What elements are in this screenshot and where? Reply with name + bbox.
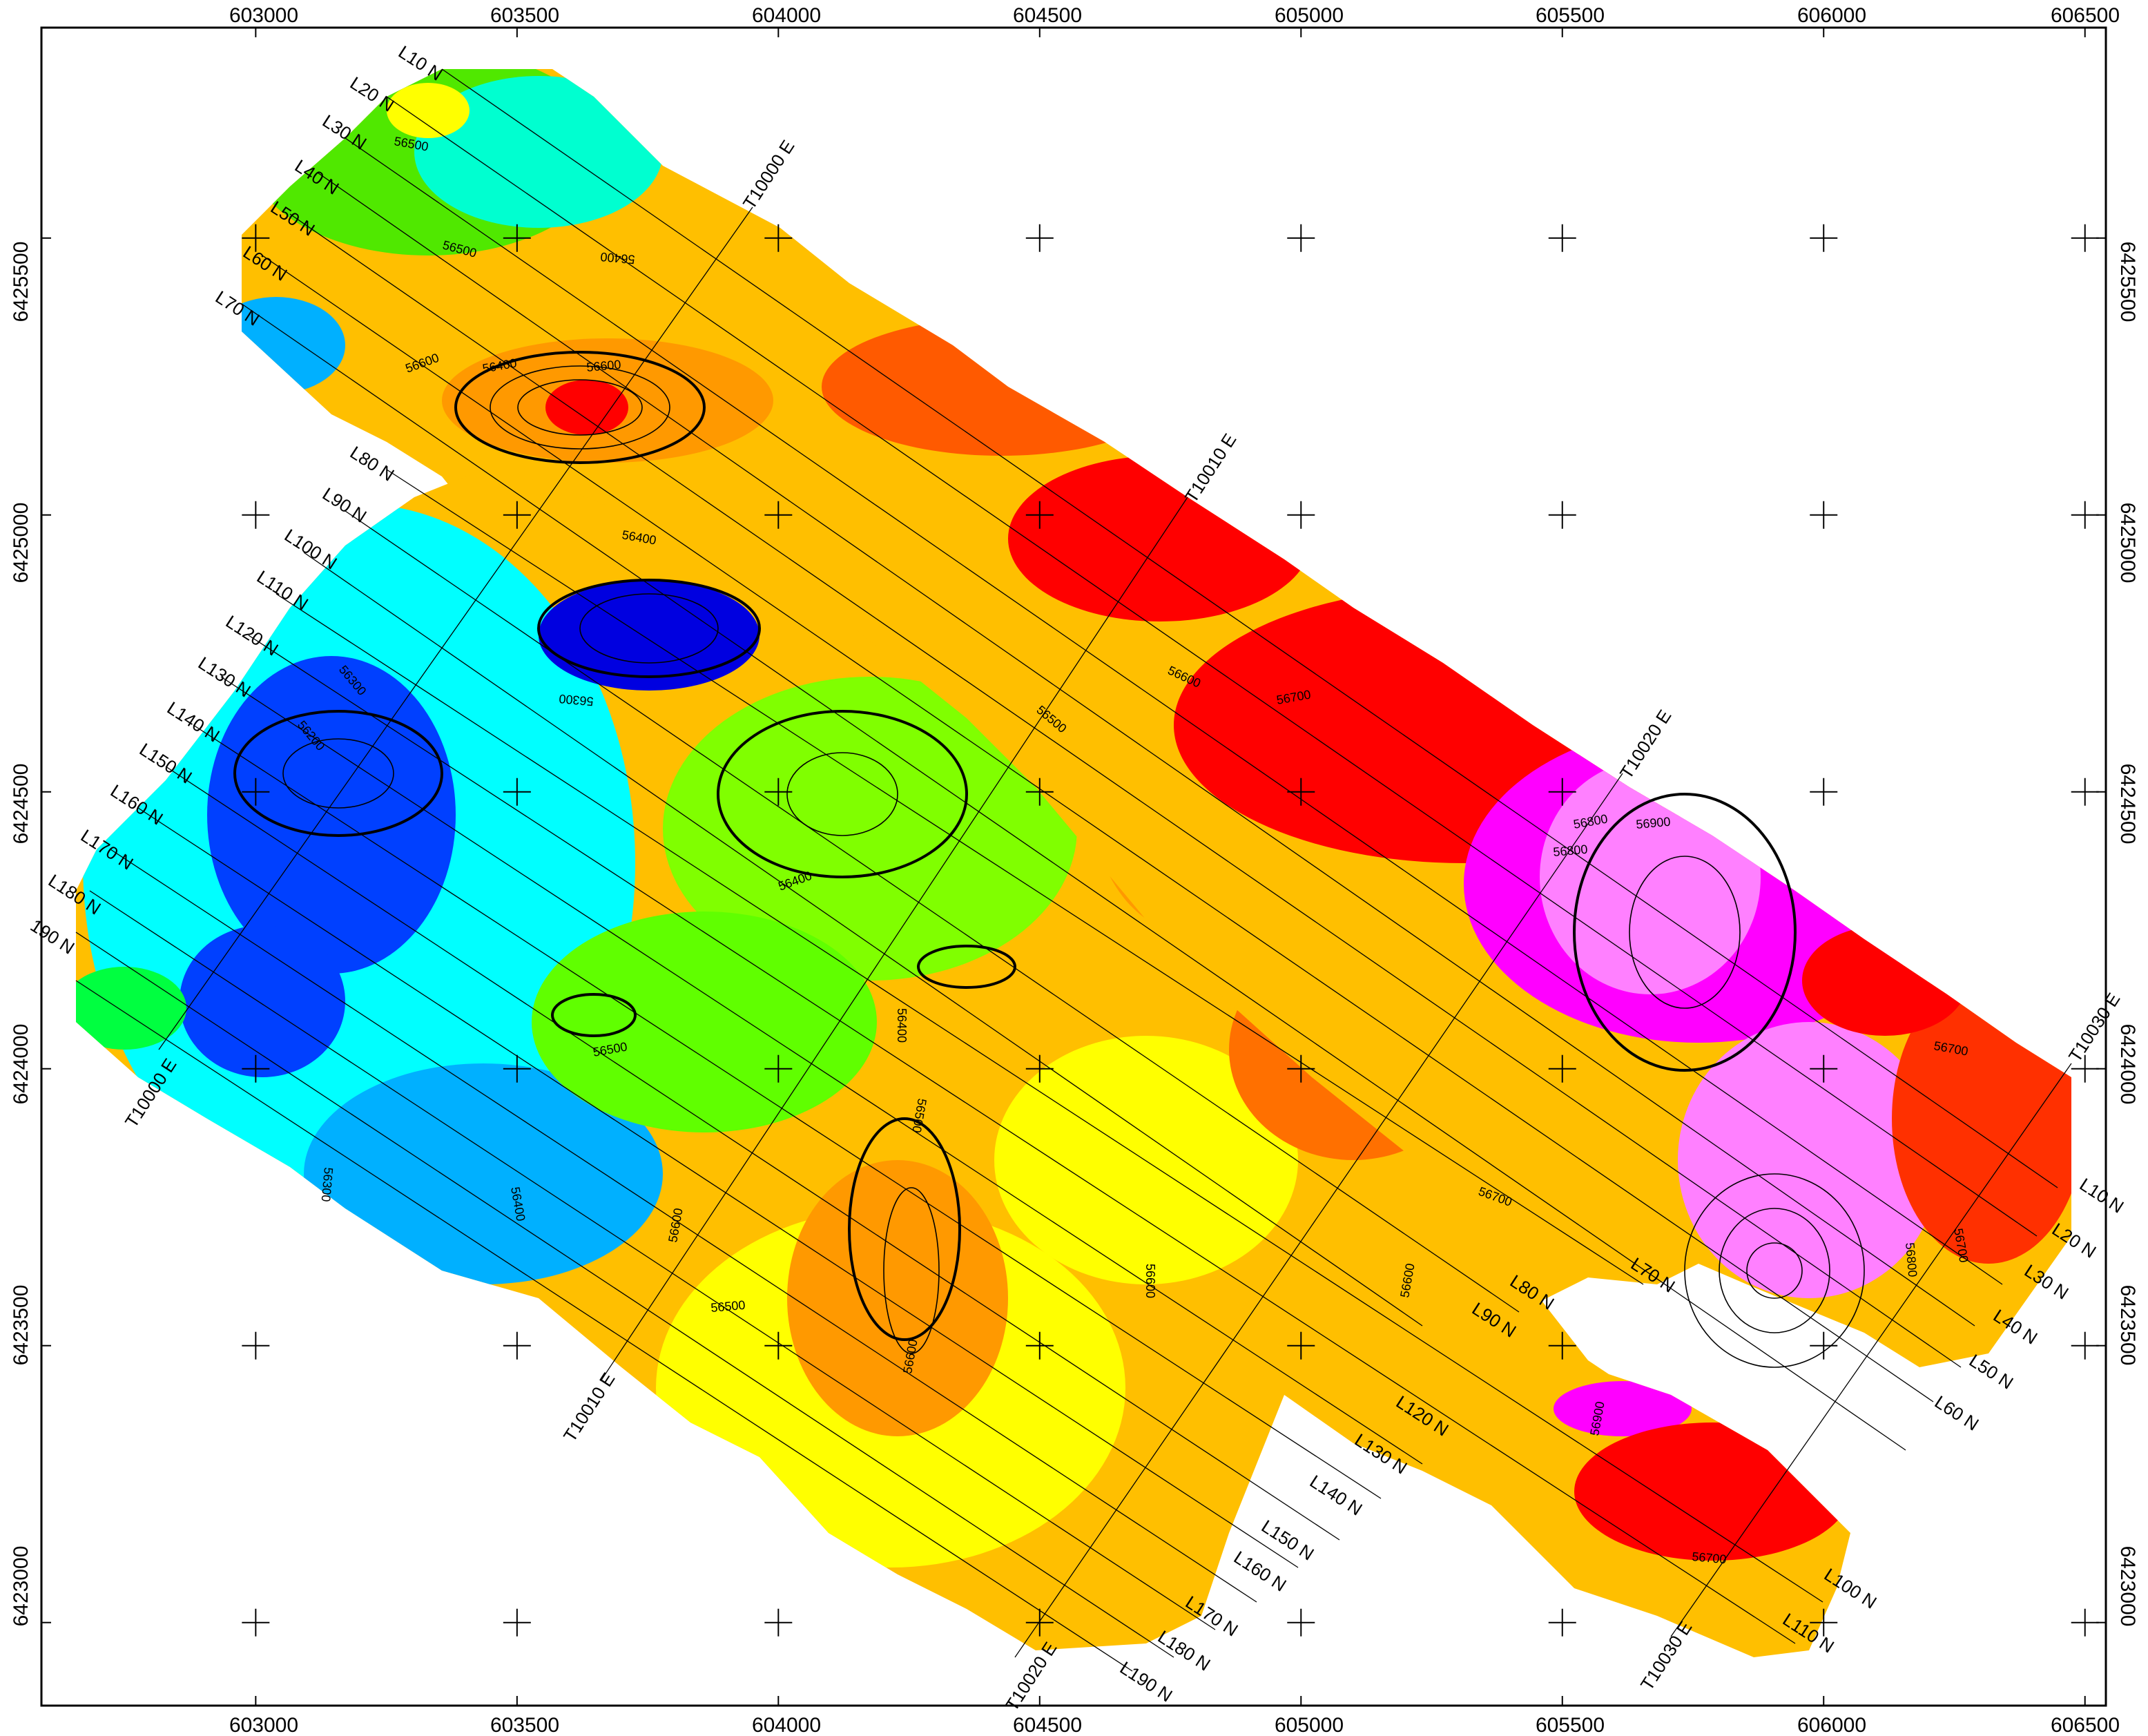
- y-tick-label-right: 6424500: [2116, 764, 2139, 845]
- flight-line-label: L20 N: [347, 73, 398, 116]
- x-tick-label-top: 603000: [229, 4, 298, 27]
- flight-line-label: L50 N: [1966, 1350, 2018, 1393]
- y-tick-label-right: 6423000: [2116, 1546, 2139, 1627]
- contour-label: 56600: [586, 358, 622, 374]
- x-axis-bottom: 603000 603500 604000 604500 605000 60550…: [229, 1714, 2120, 1736]
- y-tick-label-left: 6425500: [10, 242, 32, 322]
- flight-line-label: L190 N: [1116, 1657, 1177, 1706]
- x-tick-label-bottom: 604500: [1013, 1714, 1082, 1736]
- contour-label: 56900: [1636, 815, 1672, 831]
- flight-line-label: L10 N: [2076, 1174, 2128, 1217]
- contour-label: 56300: [319, 1167, 336, 1203]
- y-tick-label-left: 6423500: [10, 1285, 32, 1366]
- y-tick-label-right: 6425000: [2116, 503, 2139, 584]
- x-tick-label-top: 603500: [490, 4, 559, 27]
- contour-label: 56800: [1903, 1242, 1919, 1278]
- y-tick-label-left: 6425000: [10, 503, 32, 584]
- tie-line-label: T10030 E: [2064, 989, 2125, 1065]
- flight-line-label: L90 N: [319, 483, 371, 527]
- tie-line-label: T10020 E: [1616, 706, 1676, 782]
- contour-label: 56500: [710, 1298, 746, 1315]
- axis-ticks: [41, 28, 2106, 1706]
- flight-line-label: L140 N: [1306, 1471, 1366, 1520]
- x-tick-label-top: 606000: [1797, 4, 1866, 27]
- tie-line-label: T10010 E: [559, 1369, 619, 1445]
- tie-line-label: T10020 E: [1001, 1638, 1061, 1715]
- contour-label: 56700: [1692, 1550, 1728, 1566]
- x-tick-label-bottom: 603000: [229, 1714, 298, 1736]
- y-axis-left: 6425500 6425000 6424500 6424000 6423500 …: [10, 242, 32, 1627]
- contour-label: 56400: [600, 250, 636, 267]
- y-axis-right: 6425500 6425000 6424500 6424000 6423500 …: [2116, 242, 2139, 1627]
- y-tick-label-right: 6425500: [2116, 242, 2139, 322]
- flight-line-label: L10 N: [395, 41, 447, 85]
- x-tick-label-bottom: 606500: [2051, 1714, 2120, 1736]
- tie-line-label: T10000 E: [739, 136, 799, 213]
- flight-lines: [75, 68, 2072, 1672]
- flight-line-label: L60 N: [1931, 1391, 1983, 1435]
- x-tick-label-bottom: 605000: [1275, 1714, 1344, 1736]
- tie-line-label: T10030 E: [1636, 1617, 1696, 1694]
- grid-crosses: [242, 224, 2099, 1637]
- flight-line-label: L110 N: [253, 566, 312, 615]
- y-tick-label-right: 6424000: [2116, 1024, 2139, 1105]
- x-axis-top: 603000 603500 604000 604500 605000 60550…: [229, 4, 2120, 27]
- x-tick-label-top: 604000: [752, 4, 821, 27]
- x-tick-label-top: 604500: [1013, 4, 1082, 27]
- contour-lines: [233, 351, 1865, 1368]
- x-tick-label-bottom: 606000: [1797, 1714, 1866, 1736]
- flight-line-label: L150 N: [1258, 1516, 1318, 1565]
- x-tick-label-bottom: 605500: [1536, 1714, 1605, 1736]
- contour-label: 56400: [895, 1008, 909, 1043]
- flight-line-label: L80 N: [347, 442, 398, 485]
- flight-line-label: 190 N: [27, 915, 79, 958]
- flight-line-label: L100 N: [281, 525, 341, 574]
- x-tick-label-bottom: 604000: [752, 1714, 821, 1736]
- contour-label: 56300: [559, 692, 594, 708]
- x-tick-label-top: 606500: [2051, 4, 2120, 27]
- y-tick-label-left: 6424000: [10, 1024, 32, 1105]
- y-tick-label-right: 6423500: [2116, 1285, 2139, 1366]
- y-tick-label-left: 6423000: [10, 1546, 32, 1627]
- flight-line-label: L160 N: [1230, 1547, 1290, 1596]
- x-tick-label-top: 605500: [1536, 4, 1605, 27]
- contour-label: 56800: [1553, 842, 1589, 859]
- tie-line-label: T10010 E: [1181, 430, 1241, 506]
- contour-label: 56600: [1143, 1264, 1157, 1298]
- map-frame: [40, 26, 2107, 1707]
- x-tick-label-top: 605000: [1275, 4, 1344, 27]
- x-tick-label-bottom: 603500: [490, 1714, 559, 1736]
- y-tick-label-left: 6424500: [10, 764, 32, 845]
